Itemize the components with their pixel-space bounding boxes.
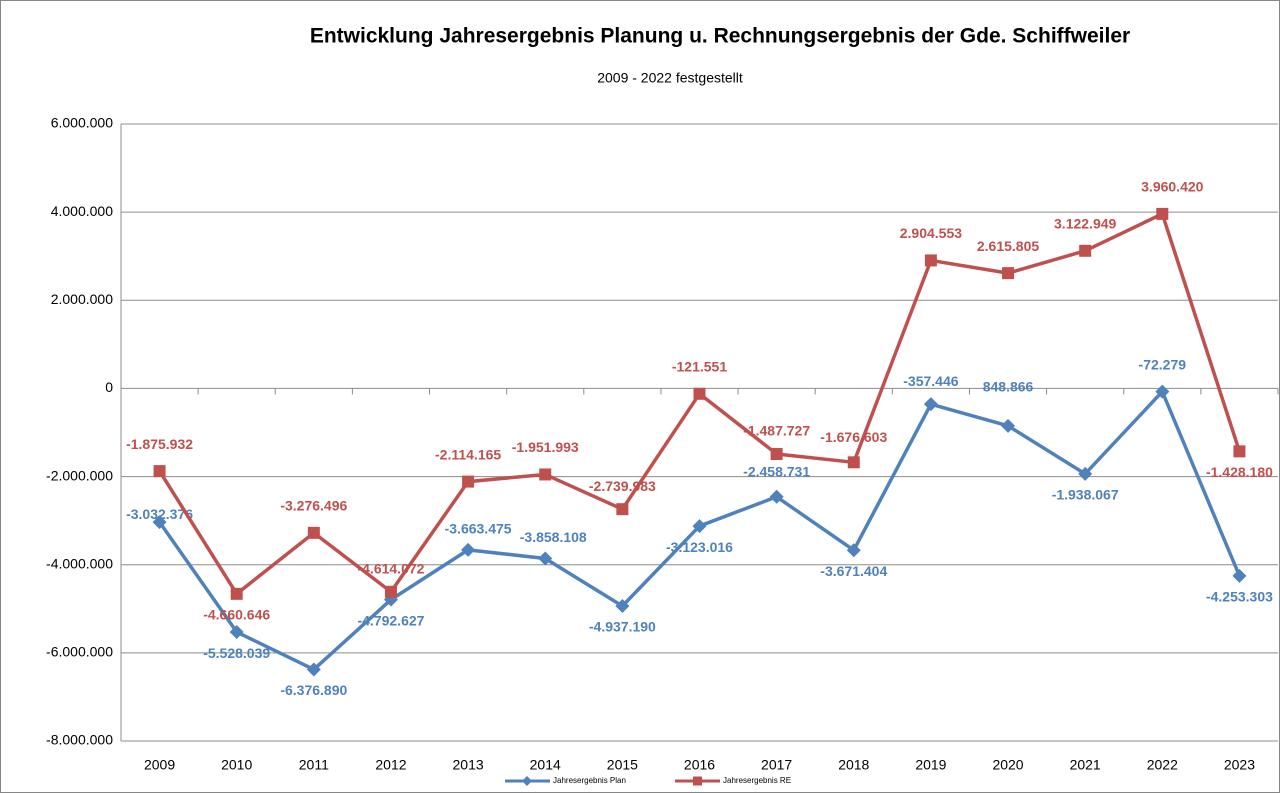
marker bbox=[153, 465, 166, 478]
data-label: -4.937.190 bbox=[589, 619, 656, 635]
marker bbox=[229, 625, 244, 640]
marker bbox=[1232, 568, 1247, 583]
x-tick-label: 2019 bbox=[915, 757, 946, 773]
y-tick-label: 0 bbox=[105, 379, 113, 395]
marker bbox=[1079, 244, 1092, 257]
legend-marker bbox=[522, 776, 532, 786]
y-tick-label: 4.000.000 bbox=[51, 203, 113, 219]
marker bbox=[1078, 466, 1093, 481]
data-label: -3.276.496 bbox=[280, 498, 347, 514]
marker bbox=[1155, 384, 1170, 399]
data-label: -3.032.376 bbox=[126, 506, 193, 522]
y-tick-label: -8.000.000 bbox=[46, 732, 113, 748]
legend-label: Jahresergebnis RE bbox=[723, 776, 791, 785]
data-label: -4.253.303 bbox=[1206, 589, 1273, 605]
data-label: -1.938.067 bbox=[1052, 487, 1119, 503]
marker bbox=[770, 447, 783, 460]
marker bbox=[923, 397, 938, 412]
legend-marker bbox=[693, 776, 702, 786]
x-tick-label: 2011 bbox=[299, 757, 329, 773]
y-tick-label: 2.000.000 bbox=[51, 291, 113, 307]
marker bbox=[615, 599, 630, 614]
marker bbox=[384, 585, 397, 598]
marker bbox=[152, 515, 167, 530]
data-label: -1.951.993 bbox=[512, 439, 579, 455]
data-label: -357.446 bbox=[903, 373, 958, 389]
data-label: 3.122.949 bbox=[1054, 215, 1116, 231]
data-label: -1.875.932 bbox=[126, 436, 193, 452]
marker bbox=[461, 542, 476, 557]
marker bbox=[769, 489, 784, 504]
marker bbox=[1233, 445, 1246, 458]
data-label: -1.487.727 bbox=[743, 423, 810, 439]
x-tick-label: 2016 bbox=[684, 757, 715, 773]
x-tick-label: 2015 bbox=[607, 757, 638, 773]
marker bbox=[1001, 418, 1016, 433]
data-label: -2.114.165 bbox=[435, 446, 501, 462]
marker bbox=[462, 475, 475, 488]
data-label: -4.792.627 bbox=[357, 612, 424, 628]
data-label: -4.614.072 bbox=[357, 560, 424, 576]
data-label: -4.660.646 bbox=[203, 607, 270, 623]
data-label: -3.123.016 bbox=[666, 539, 733, 555]
marker bbox=[846, 543, 861, 558]
data-label: -3.671.404 bbox=[820, 563, 887, 579]
x-tick-label: 2013 bbox=[453, 757, 484, 773]
x-tick-label: 2014 bbox=[530, 757, 561, 773]
marker bbox=[1156, 207, 1169, 220]
marker bbox=[306, 662, 321, 677]
x-tick-label: 2023 bbox=[1224, 757, 1255, 773]
marker bbox=[693, 387, 706, 400]
x-tick-label: 2010 bbox=[221, 757, 252, 773]
x-tick-label: 2021 bbox=[1070, 757, 1101, 773]
data-label: 2.904.553 bbox=[900, 225, 962, 241]
data-label: 2.615.805 bbox=[977, 238, 1039, 254]
y-tick-label: -4.000.000 bbox=[46, 555, 113, 571]
data-label: -2.739.983 bbox=[589, 478, 656, 494]
data-label: 3.960.420 bbox=[1141, 179, 1203, 195]
data-label: 848.866 bbox=[983, 379, 1034, 395]
marker bbox=[307, 526, 320, 539]
data-label: -121.551 bbox=[672, 358, 727, 374]
legend-label: Jahresergebnis Plan bbox=[553, 776, 626, 785]
marker bbox=[924, 254, 937, 267]
x-tick-label: 2020 bbox=[992, 757, 1023, 773]
data-label: -3.858.108 bbox=[520, 529, 587, 545]
marker bbox=[538, 551, 553, 566]
marker bbox=[230, 587, 243, 600]
chart-subtitle: 2009 - 2022 festgestellt bbox=[597, 70, 743, 86]
data-label: -72.279 bbox=[1139, 356, 1187, 372]
y-tick-label: -6.000.000 bbox=[46, 644, 113, 660]
chart-title: Entwicklung Jahresergebnis Planung u. Re… bbox=[310, 25, 1130, 48]
data-label: -1.676.603 bbox=[820, 429, 887, 445]
data-label: -1.428.180 bbox=[1206, 464, 1273, 480]
marker bbox=[616, 503, 629, 516]
x-tick-label: 2009 bbox=[144, 757, 175, 773]
y-tick-label: -2.000.000 bbox=[46, 467, 113, 483]
data-label: -6.376.890 bbox=[280, 682, 347, 698]
x-tick-label: 2022 bbox=[1147, 757, 1178, 773]
x-tick-label: 2018 bbox=[838, 757, 869, 773]
x-tick-label: 2017 bbox=[761, 757, 792, 773]
data-label: -3.663.475 bbox=[445, 521, 512, 537]
x-tick-label: 2012 bbox=[375, 757, 406, 773]
data-label: -5.528.039 bbox=[203, 645, 270, 661]
y-tick-label: 6.000.000 bbox=[51, 115, 113, 131]
marker bbox=[847, 456, 860, 469]
marker bbox=[692, 519, 707, 534]
data-label: -2.458.731 bbox=[743, 463, 810, 479]
marker bbox=[1002, 267, 1015, 280]
marker bbox=[539, 468, 552, 481]
